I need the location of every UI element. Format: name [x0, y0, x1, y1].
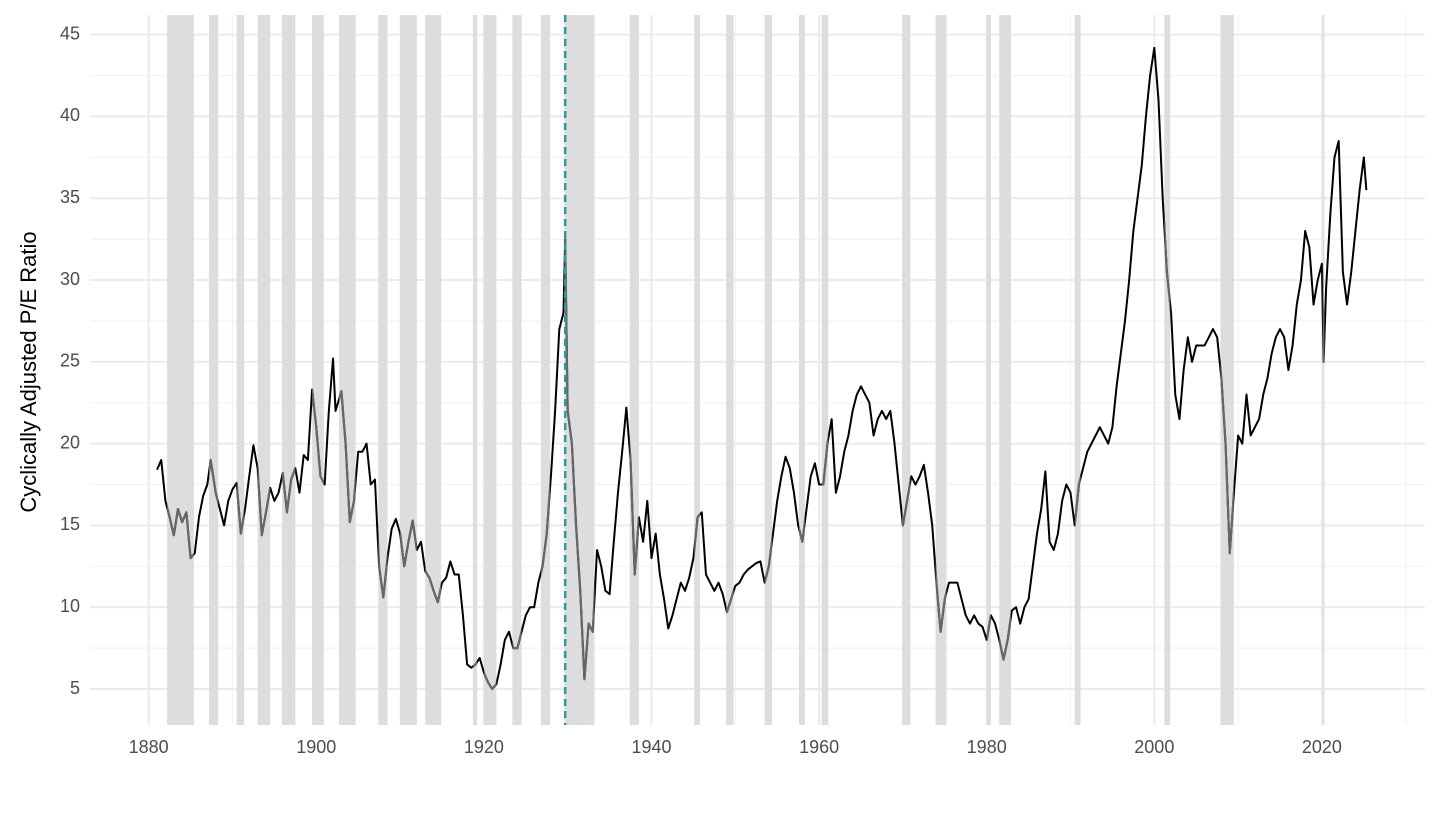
- recession-band: [338, 15, 356, 725]
- y-tick-label: 10: [60, 596, 80, 616]
- y-tick-label: 30: [60, 269, 80, 289]
- x-tick-label: 1940: [631, 737, 671, 757]
- recession-band: [694, 15, 701, 725]
- x-tick-label: 1980: [967, 737, 1007, 757]
- y-tick-label: 5: [70, 678, 80, 698]
- y-axis-label: Cyclically Adjusted P/E Ratio: [16, 231, 41, 512]
- recession-band: [1164, 15, 1171, 725]
- recession-band: [1074, 15, 1081, 725]
- cape-line-recession: [167, 46, 1325, 691]
- recession-band: [236, 15, 245, 725]
- recession-band: [312, 15, 324, 725]
- recession-band: [483, 15, 497, 725]
- recession-band: [512, 15, 522, 725]
- recession-band: [798, 15, 805, 725]
- recession-band: [472, 15, 478, 725]
- x-tick-label: 1880: [129, 737, 169, 757]
- y-tick-label: 25: [60, 351, 80, 371]
- y-tick-label: 35: [60, 187, 80, 207]
- recession-band: [629, 15, 639, 725]
- recession-band: [726, 15, 734, 725]
- y-tick-label: 40: [60, 105, 80, 125]
- x-tick-label: 1920: [464, 737, 504, 757]
- x-tick-label: 1900: [296, 737, 336, 757]
- recession-band: [209, 15, 219, 725]
- y-tick-label: 20: [60, 432, 80, 452]
- recession-band: [986, 15, 991, 725]
- recession-band: [257, 15, 271, 725]
- x-tick-label: 2000: [1134, 737, 1174, 757]
- recession-band: [425, 15, 442, 725]
- y-tick-label: 45: [60, 23, 80, 43]
- background-layer: [90, 15, 1425, 725]
- recession-band: [935, 15, 947, 725]
- recession-band: [1322, 15, 1325, 725]
- recession-band: [167, 15, 194, 725]
- recession-band: [378, 15, 388, 725]
- recession-band: [999, 15, 1012, 725]
- recession-band: [564, 15, 595, 725]
- recession-band: [902, 15, 911, 725]
- x-tick-label: 2020: [1302, 737, 1342, 757]
- recession-band: [281, 15, 296, 725]
- recession-band: [400, 15, 417, 725]
- x-tick-label: 1960: [799, 737, 839, 757]
- recession-band: [821, 15, 829, 725]
- recession-band: [1220, 15, 1234, 725]
- cape-line: [156, 46, 1368, 691]
- recession-band: [764, 15, 773, 725]
- y-tick-label: 15: [60, 514, 80, 534]
- recession-band: [540, 15, 551, 725]
